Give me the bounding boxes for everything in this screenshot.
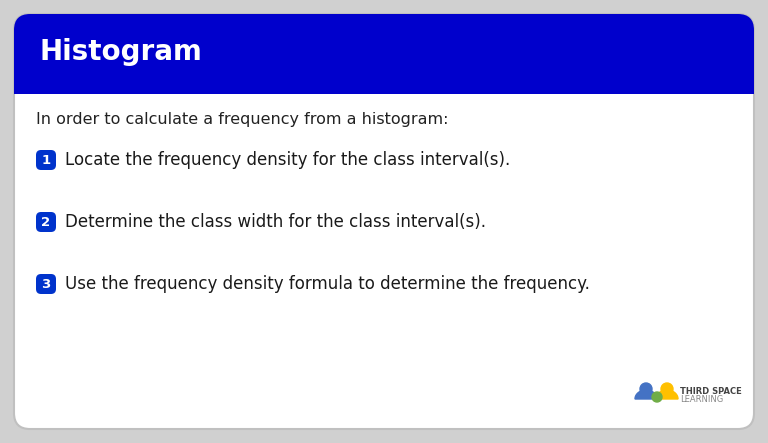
Text: THIRD SPACE: THIRD SPACE xyxy=(680,386,742,396)
FancyBboxPatch shape xyxy=(14,14,754,429)
FancyBboxPatch shape xyxy=(36,274,56,294)
Polygon shape xyxy=(635,390,657,399)
Text: 1: 1 xyxy=(41,154,51,167)
Text: Use the frequency density formula to determine the frequency.: Use the frequency density formula to det… xyxy=(65,275,590,293)
Text: In order to calculate a frequency from a histogram:: In order to calculate a frequency from a… xyxy=(36,112,449,127)
Text: Histogram: Histogram xyxy=(40,39,203,66)
Circle shape xyxy=(652,392,662,402)
FancyBboxPatch shape xyxy=(14,14,754,94)
FancyBboxPatch shape xyxy=(36,212,56,232)
FancyBboxPatch shape xyxy=(36,150,56,170)
Text: 2: 2 xyxy=(41,215,51,229)
Bar xyxy=(14,54,754,94)
Polygon shape xyxy=(656,390,678,399)
Text: Locate the frequency density for the class interval(s).: Locate the frequency density for the cla… xyxy=(65,151,510,169)
Text: LEARNING: LEARNING xyxy=(680,396,723,404)
Circle shape xyxy=(640,383,652,395)
Text: Determine the class width for the class interval(s).: Determine the class width for the class … xyxy=(65,213,486,231)
Text: 3: 3 xyxy=(41,277,51,291)
Circle shape xyxy=(661,383,673,395)
